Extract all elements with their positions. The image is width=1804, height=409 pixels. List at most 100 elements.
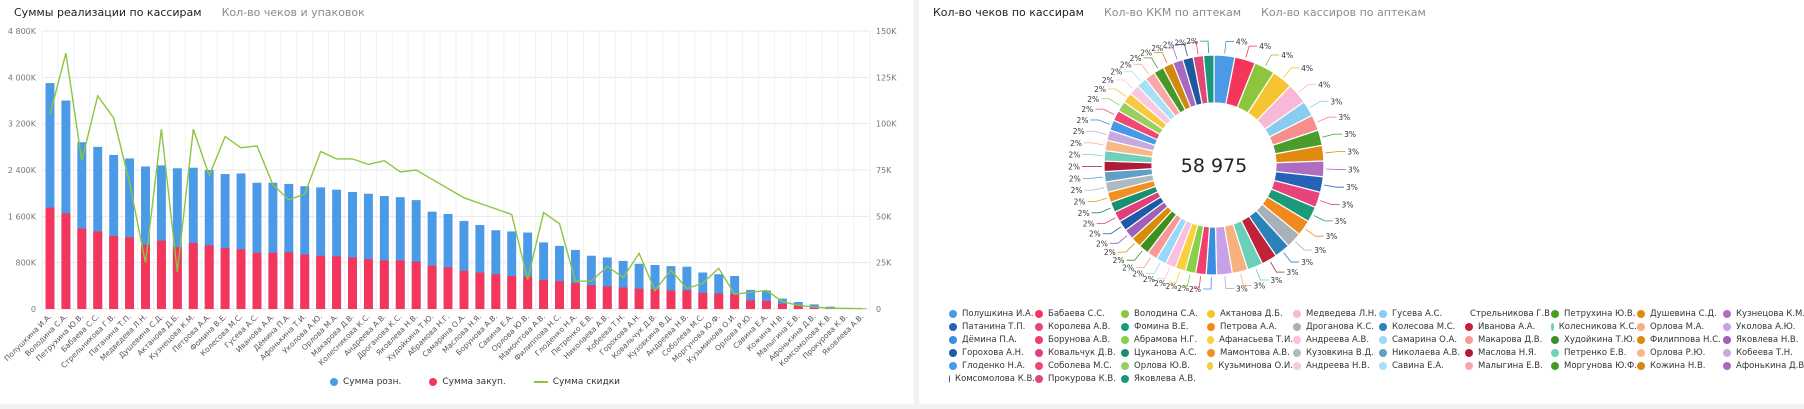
bar-purchase[interactable]: [316, 255, 326, 309]
donut-legend-item[interactable]: Худойкина Т.Ю.: [1551, 335, 1637, 345]
bar-retail[interactable]: [555, 245, 564, 309]
tab-cashiers-by-pharmacy[interactable]: Кол-во кассиров по аптекам: [1261, 5, 1426, 19]
donut-legend-item[interactable]: Маслова Н.Я.: [1465, 348, 1551, 358]
donut-legend-item[interactable]: Патанина Т.П.: [949, 322, 1035, 332]
donut-legend-item[interactable]: Володина С.А.: [1121, 309, 1207, 319]
donut-legend-item[interactable]: Орлова М.А.: [1637, 322, 1723, 332]
bar-purchase[interactable]: [539, 280, 549, 309]
donut-legend-item[interactable]: Стрельникова Г.В.: [1465, 309, 1551, 319]
donut-legend-item[interactable]: Глоденко Н.А.: [949, 361, 1035, 371]
tab-kkm-by-pharmacy[interactable]: Кол-во ККМ по аптекам: [1103, 5, 1242, 19]
bar-retail[interactable]: [586, 255, 596, 309]
bar-retail[interactable]: [714, 274, 724, 309]
bar-purchase[interactable]: [141, 244, 150, 309]
donut-legend-item[interactable]: Малыгина Е.В.: [1465, 361, 1551, 371]
bar-retail[interactable]: [77, 142, 87, 309]
line-discount[interactable]: [49, 53, 863, 310]
donut-legend-item[interactable]: Медведева Л.Н.: [1293, 309, 1379, 319]
bar-retail[interactable]: [459, 220, 469, 309]
bar-purchase[interactable]: [714, 293, 724, 309]
bar-purchase[interactable]: [586, 285, 596, 309]
bar-purchase[interactable]: [507, 275, 517, 309]
bar-purchase[interactable]: [252, 252, 262, 309]
donut-legend-item[interactable]: Савина Е.А.: [1379, 361, 1465, 371]
bar-retail[interactable]: [45, 83, 55, 309]
donut-legend-item[interactable]: Филиппова Н.С.: [1637, 335, 1723, 345]
bar-retail[interactable]: [204, 170, 214, 309]
bar-purchase[interactable]: [809, 306, 819, 309]
donut-legend-item[interactable]: Душевина С.Д.: [1637, 309, 1723, 319]
bar-purchase[interactable]: [523, 276, 533, 309]
bar-retail[interactable]: [61, 100, 71, 310]
donut-legend-item[interactable]: Афонькина Д.В.: [1723, 361, 1804, 371]
bar-retail[interactable]: [236, 173, 246, 309]
bar-purchase[interactable]: [793, 305, 803, 309]
bar-purchase[interactable]: [459, 270, 469, 309]
donut-legend-item[interactable]: Орлова Р.Ю.: [1637, 348, 1723, 358]
bar-purchase[interactable]: [93, 231, 103, 309]
donut-legend-item[interactable]: Дроганова К.С.: [1293, 322, 1379, 332]
bar-retail[interactable]: [348, 192, 357, 309]
bar-retail[interactable]: [650, 264, 660, 309]
bar-retail[interactable]: [109, 154, 119, 309]
bar-purchase[interactable]: [188, 242, 198, 309]
donut-legend-item[interactable]: Горохова А.Н.: [949, 348, 1035, 358]
bar-purchase[interactable]: [45, 207, 55, 309]
bar-retail[interactable]: [268, 182, 278, 309]
donut-legend-item[interactable]: Андреева А.В.: [1293, 335, 1379, 345]
bar-retail[interactable]: [125, 158, 135, 309]
donut-legend-item[interactable]: Кобеева Т.Н.: [1723, 348, 1804, 358]
donut-legend-item[interactable]: Фомина В.Е.: [1121, 322, 1207, 332]
donut-legend-item[interactable]: Актанова Д.Б.: [1207, 309, 1293, 319]
donut-legend-item[interactable]: Афанасьева Т.И.: [1207, 335, 1293, 345]
donut-legend-item[interactable]: Кожина Н.В.: [1637, 361, 1723, 371]
bar-retail[interactable]: [411, 200, 421, 309]
donut-legend-item[interactable]: Яковлева Н.В.: [1723, 335, 1804, 345]
donut-slice[interactable]: [1202, 54, 1215, 104]
bar-retail[interactable]: [618, 260, 628, 309]
donut-legend-item[interactable]: Самарина О.А.: [1379, 335, 1465, 345]
bar-retail[interactable]: [698, 272, 708, 309]
bar-purchase[interactable]: [777, 303, 787, 309]
bar-purchase[interactable]: [379, 260, 389, 309]
donut-legend-item[interactable]: Дёмина П.А.: [949, 335, 1035, 345]
legend-purchase[interactable]: Сумма закуп.: [429, 377, 506, 387]
donut-legend-item[interactable]: Бабаева С.С.: [1035, 309, 1121, 319]
bar-purchase[interactable]: [650, 289, 660, 309]
donut-legend-item[interactable]: Андреева Н.В.: [1293, 361, 1379, 371]
bar-retail[interactable]: [300, 186, 310, 309]
bar-retail[interactable]: [491, 230, 501, 309]
bar-purchase[interactable]: [666, 290, 676, 309]
donut-legend-item[interactable]: Колесова М.С.: [1379, 322, 1465, 332]
bar-purchase[interactable]: [395, 260, 405, 309]
donut-legend-item[interactable]: Уколова А.Ю.: [1723, 322, 1804, 332]
donut-legend-item[interactable]: Колесникова К.С.: [1551, 322, 1637, 332]
donut-legend-item[interactable]: Полушкина И.А.: [949, 309, 1035, 319]
donut-legend-item[interactable]: Кузьминова О.И.: [1207, 361, 1293, 371]
tab-sales-sums[interactable]: Суммы реализации по кассирам: [14, 5, 202, 19]
bar-purchase[interactable]: [746, 300, 756, 309]
bar-retail[interactable]: [141, 166, 150, 309]
donut-legend-item[interactable]: Кузовкина В.Д.: [1293, 348, 1379, 358]
donut-legend-item[interactable]: Прокурова К.В.: [1035, 374, 1121, 384]
bar-purchase[interactable]: [61, 213, 71, 309]
donut-legend-item[interactable]: Яковлева А.В.: [1121, 374, 1207, 384]
bar-purchase[interactable]: [284, 252, 294, 309]
bar-purchase[interactable]: [77, 228, 87, 309]
bar-purchase[interactable]: [427, 265, 437, 309]
bar-retail[interactable]: [507, 231, 517, 309]
donut-legend-item[interactable]: Королева А.В.: [1035, 322, 1121, 332]
donut-legend-item[interactable]: Иванова А.А.: [1465, 322, 1551, 332]
bar-retail[interactable]: [395, 197, 405, 309]
bar-retail[interactable]: [443, 214, 453, 309]
bar-retail[interactable]: [666, 266, 676, 309]
donut-legend-item[interactable]: Петрухина Ю.В.: [1551, 309, 1637, 319]
legend-discount[interactable]: Сумма скидки: [533, 377, 620, 387]
bar-purchase[interactable]: [363, 259, 373, 309]
bar-purchase[interactable]: [172, 247, 182, 309]
bar-purchase[interactable]: [602, 286, 612, 309]
bar-purchase[interactable]: [730, 293, 740, 309]
bar-purchase[interactable]: [236, 249, 246, 309]
bar-purchase[interactable]: [762, 300, 771, 309]
bar-retail[interactable]: [730, 275, 740, 309]
